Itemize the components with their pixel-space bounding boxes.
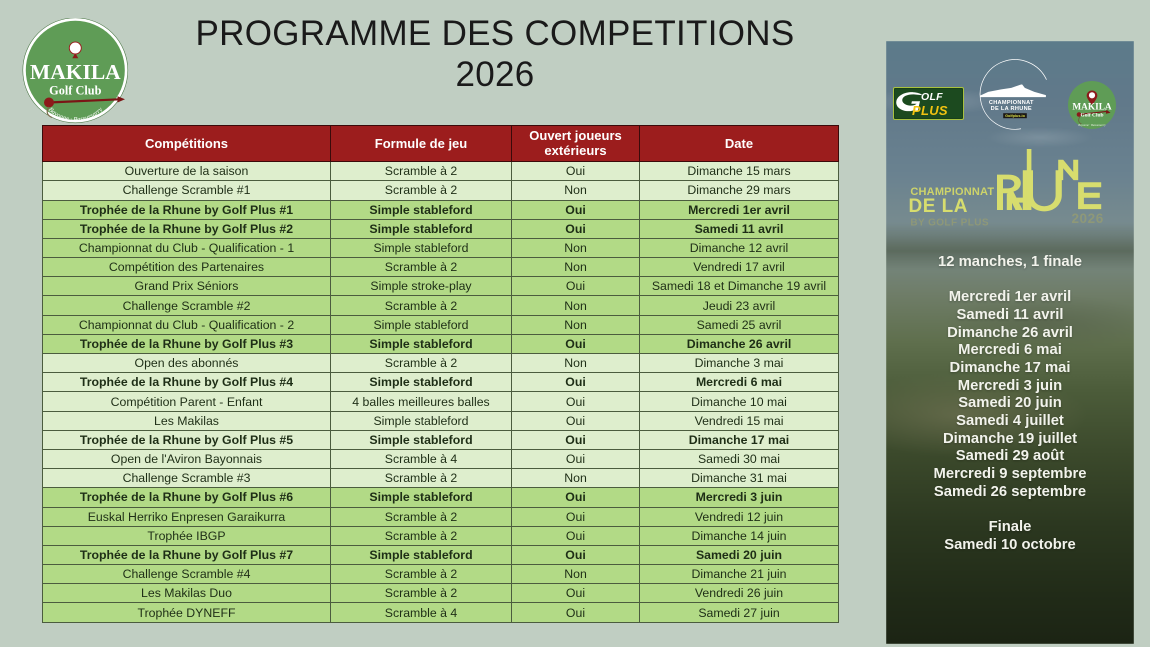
svg-text:Golf Club: Golf Club xyxy=(49,84,101,98)
svg-text:MAKILA: MAKILA xyxy=(30,60,121,84)
svg-text:BY GOLF PLUS: BY GOLF PLUS xyxy=(910,218,989,229)
svg-text:2026: 2026 xyxy=(1071,211,1103,226)
svg-text:DE LA: DE LA xyxy=(909,196,969,217)
